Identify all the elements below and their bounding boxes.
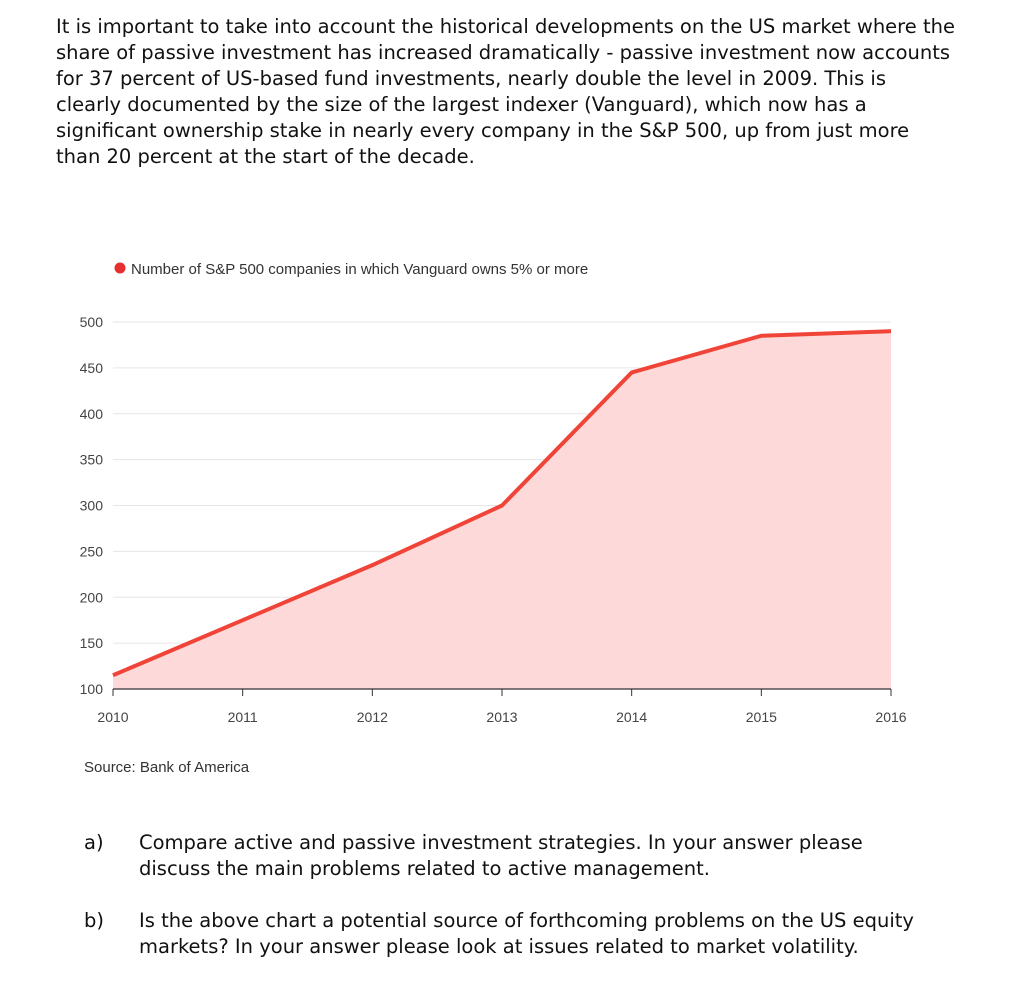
question-b-label: b) (84, 909, 104, 932)
source-note: Source: Bank of America (84, 759, 250, 776)
y-tick-label-350: 350 (80, 452, 104, 468)
y-tick-label-250: 250 (80, 543, 104, 559)
y-tick-label-100: 100 (80, 681, 104, 697)
x-tick-label-2016: 2016 (875, 709, 906, 725)
x-tick-label-2014: 2014 (616, 709, 647, 725)
question-a-text: Compare active and passive investment st… (139, 831, 863, 880)
intro-paragraph: It is important to take into account the… (56, 15, 955, 168)
x-tick-label-2011: 2011 (228, 709, 258, 725)
x-tick-label-2015: 2015 (746, 709, 777, 725)
y-tick-label-500: 500 (80, 314, 104, 330)
x-tick-label-2013: 2013 (486, 709, 517, 725)
y-tick-label-300: 300 (80, 498, 104, 514)
y-tick-label-450: 450 (80, 360, 104, 376)
vanguard-area-chart: 100 150 200 250 300 350 400 450 500 2010 2011 2012… (80, 261, 907, 776)
question-a-label: a) (84, 831, 104, 854)
question-b-text: Is the above chart a potential source of… (139, 909, 914, 958)
y-axis-ticks: 100 150 200 250 300 350 400 450 500 (80, 314, 104, 697)
x-axis-ticks: 2010 2011 2012 2013 2014 2015 2016 (97, 689, 907, 725)
x-tick-label-2012: 2012 (357, 709, 388, 725)
area-layer (112, 329, 892, 689)
legend-label: Number of S&P 500 companies in which Van… (131, 261, 588, 278)
y-tick-label-400: 400 (80, 406, 104, 422)
y-tick-label-150: 150 (80, 635, 104, 651)
series-area (113, 331, 891, 689)
legend-marker-icon (114, 262, 126, 274)
x-tick-label-2010: 2010 (97, 709, 128, 725)
y-tick-label-200: 200 (80, 589, 104, 605)
